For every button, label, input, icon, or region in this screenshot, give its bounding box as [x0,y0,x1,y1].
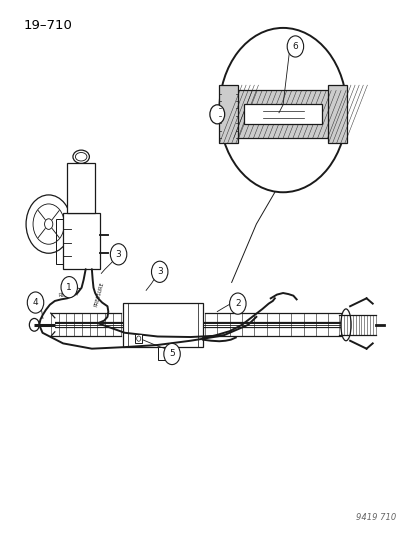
Text: 3: 3 [115,250,121,259]
Circle shape [287,36,303,57]
FancyBboxPatch shape [55,219,64,264]
FancyBboxPatch shape [219,85,237,143]
Text: 1: 1 [66,282,72,292]
Ellipse shape [73,150,89,164]
FancyBboxPatch shape [328,85,346,143]
Text: 2: 2 [235,299,240,308]
Circle shape [219,28,346,192]
Ellipse shape [75,152,87,161]
Text: PRESSURE: PRESSURE [93,281,105,307]
Text: RETURN: RETURN [58,291,78,298]
Text: 6: 6 [292,42,298,51]
Circle shape [164,343,180,365]
FancyBboxPatch shape [135,334,142,343]
Circle shape [209,105,224,124]
Text: 4: 4 [33,298,38,307]
Ellipse shape [340,309,350,341]
FancyBboxPatch shape [67,163,95,214]
FancyBboxPatch shape [243,104,321,124]
Circle shape [61,277,77,298]
Text: 5: 5 [169,350,175,359]
Circle shape [151,261,168,282]
FancyBboxPatch shape [233,91,332,138]
Circle shape [27,292,44,313]
FancyBboxPatch shape [122,303,202,347]
FancyBboxPatch shape [157,346,167,360]
FancyBboxPatch shape [63,214,100,269]
Circle shape [110,244,126,265]
Circle shape [229,293,245,314]
Text: 9419 710: 9419 710 [355,513,395,522]
Text: 3: 3 [157,268,162,276]
Text: 19–710: 19–710 [24,19,73,32]
